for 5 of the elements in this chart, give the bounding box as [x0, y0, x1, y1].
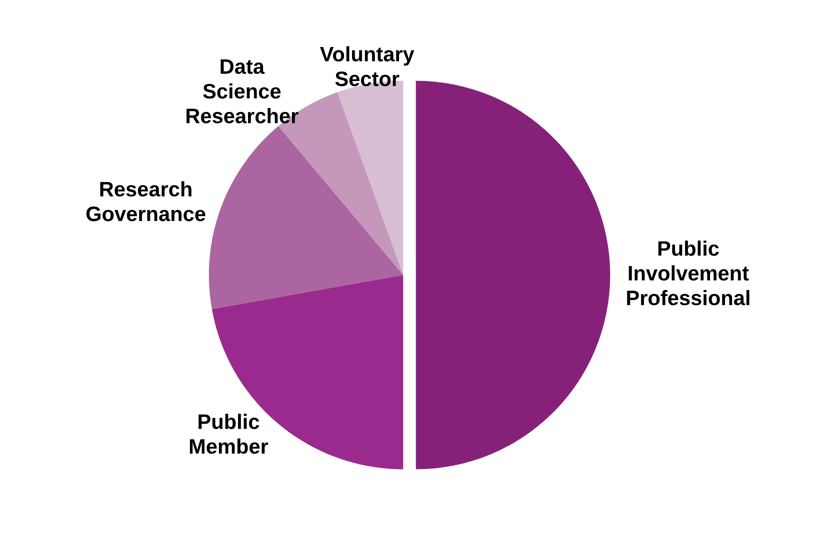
- slice-label: Data Science Researcher: [186, 59, 298, 124]
- slice-label: Public Involvement Professional: [627, 240, 750, 306]
- slice-label: Voluntary Sector: [320, 46, 414, 86]
- slice-label: Public Member: [190, 414, 268, 454]
- slice-label: Research Governance: [86, 181, 206, 222]
